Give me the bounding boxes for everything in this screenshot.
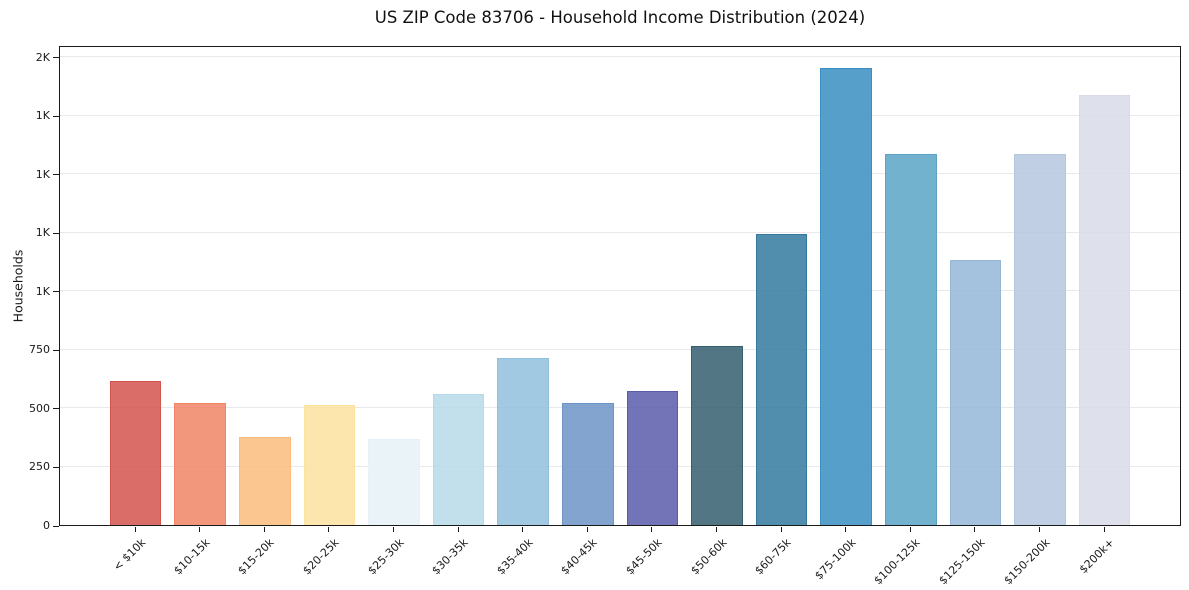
y-tick-label-1500: 1K — [35, 167, 50, 181]
gridline-y250 — [60, 465, 1180, 467]
y-tick-label-500: 500 — [29, 401, 50, 415]
gridline-y1750 — [60, 114, 1180, 116]
bar-$20-25k — [303, 405, 356, 525]
gridline-y1500 — [60, 173, 1180, 175]
x-tick-label-$75-100k: $75-100k — [812, 536, 859, 583]
y-tick-mark-0 — [53, 525, 59, 527]
y-tick-label-750: 750 — [29, 343, 50, 357]
gridline-y1250 — [60, 231, 1180, 233]
y-tick-label-2000: 2K — [35, 50, 50, 64]
y-tick-label-0: 0 — [43, 519, 50, 532]
x-tick-mark-$20-25k — [328, 527, 330, 532]
bar-$25-30k — [368, 438, 420, 525]
gridline-y2000 — [60, 56, 1180, 58]
x-tick-mark-$25-30k — [393, 527, 394, 532]
bar-$150-200k — [1014, 153, 1066, 525]
bar-$15-20k — [239, 436, 291, 525]
x-tick-label-$30-35k: $30-35k — [429, 536, 471, 578]
bar-$75-100k — [820, 67, 872, 525]
x-tick-label-$200k+: $200k+ — [1076, 536, 1117, 577]
x-tick-mark-$30-35k — [457, 527, 459, 532]
bar-$100-125k — [885, 153, 937, 525]
bar-$45-50k — [626, 391, 679, 525]
bar-$35-40k — [497, 358, 549, 525]
x-tick-mark-$125-150k — [974, 527, 976, 532]
y-tick-mark-1500 — [53, 174, 59, 176]
x-tick-label-$125-150k: $125-150k — [936, 536, 988, 588]
y-tick-label-1750: 1K — [35, 109, 50, 123]
bar-$40-45k — [562, 402, 614, 525]
gridline-y1000 — [60, 290, 1180, 292]
x-tick-mark-$10-15k — [199, 527, 201, 532]
x-tick-mark-$35-40k — [522, 527, 524, 532]
x-tick-label-$35-40k: $35-40k — [494, 536, 536, 578]
bar-< $10k — [109, 381, 162, 525]
x-tick-mark-$150-200k — [1039, 527, 1040, 532]
x-tick-mark-< $10k — [134, 527, 136, 532]
y-tick-mark-1250 — [53, 232, 59, 234]
y-tick-mark-250 — [53, 466, 59, 468]
x-tick-mark-$45-50k — [651, 527, 653, 532]
x-tick-label-$100-125k: $100-125k — [871, 536, 923, 588]
bar-$30-35k — [432, 394, 485, 525]
y-tick-label-1250: 1K — [35, 226, 50, 240]
y-tick-mark-1750 — [53, 115, 59, 117]
x-tick-label-$10-15k: $10-15k — [171, 536, 213, 578]
y-tick-mark-2000 — [53, 57, 59, 59]
y-tick-mark-1000 — [53, 291, 59, 293]
y-tick-label-1000: 1K — [35, 284, 50, 298]
x-tick-label-$50-60k: $50-60k — [687, 536, 730, 578]
x-tick-label-$45-50k: $45-50k — [623, 536, 665, 578]
plot-area — [59, 46, 1181, 526]
y-tick-label-250: 250 — [29, 460, 50, 474]
x-tick-label-$25-30k: $25-30k — [364, 536, 407, 578]
x-tick-label-< $10k: < $10k — [110, 536, 148, 574]
y-tick-mark-750 — [53, 349, 59, 351]
x-tick-mark-$60-75k — [780, 527, 782, 532]
x-tick-label-$60-75k: $60-75k — [752, 536, 794, 578]
gridline-y750 — [60, 348, 1180, 350]
bar-$125-150k — [949, 260, 1002, 525]
x-tick-label-$15-20k: $15-20k — [235, 536, 277, 578]
x-tick-mark-$75-100k — [845, 527, 847, 532]
x-tick-mark-$50-60k — [716, 527, 717, 532]
x-tick-label-$20-25k: $20-25k — [300, 536, 342, 578]
x-tick-mark-$15-20k — [263, 527, 265, 532]
bar-$10-15k — [174, 402, 226, 525]
bar-$60-75k — [755, 233, 808, 525]
chart-title: US ZIP Code 83706 - Household Income Dis… — [374, 8, 866, 27]
x-tick-mark-$100-125k — [909, 527, 911, 532]
gridline-y500 — [60, 407, 1180, 409]
x-tick-label-$150-200k: $150-200k — [1001, 536, 1053, 588]
y-tick-mark-500 — [53, 408, 59, 410]
bar-$200k+ — [1078, 95, 1131, 525]
x-tick-mark-$40-45k — [586, 527, 588, 532]
x-tick-label-$40-45k: $40-45k — [558, 536, 600, 578]
bar-$50-60k — [691, 346, 743, 525]
x-tick-mark-$200k+ — [1103, 527, 1105, 532]
